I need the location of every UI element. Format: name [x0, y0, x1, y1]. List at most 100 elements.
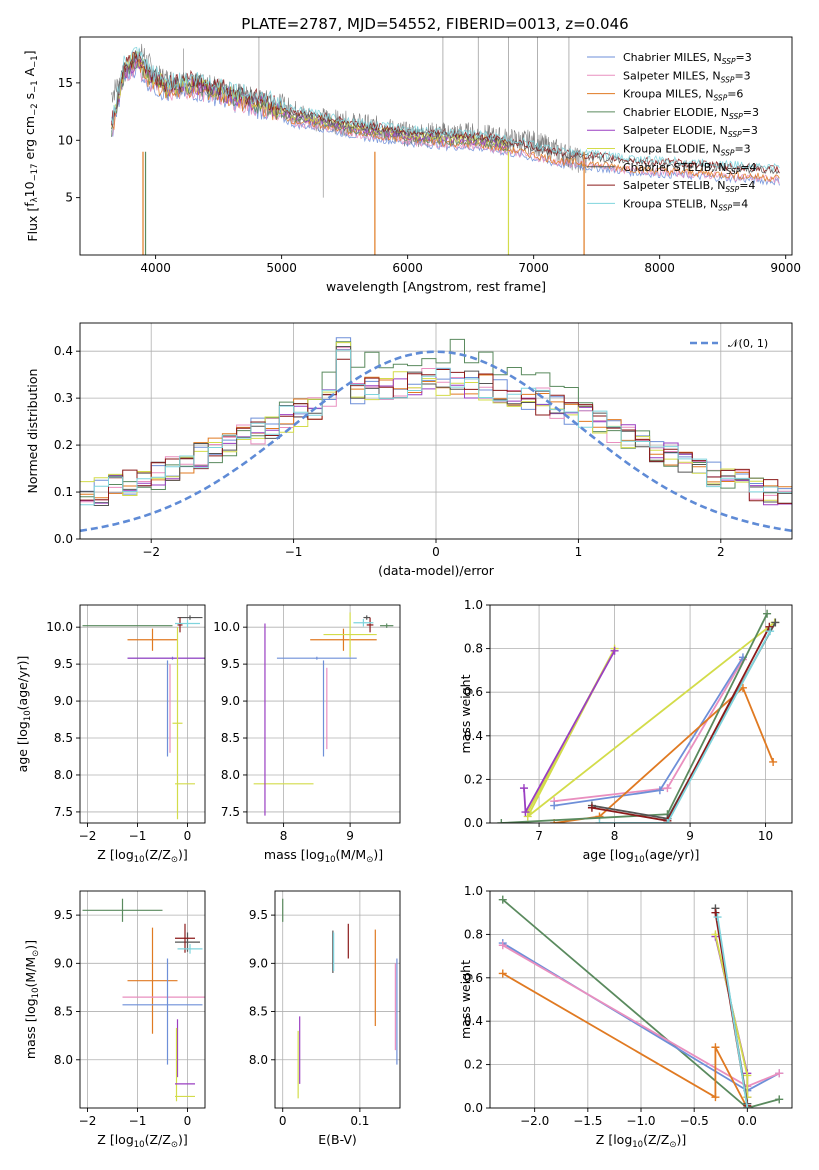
plus-marker [763, 609, 772, 618]
panel-mass-vs-metallicity: −2 −1 0 8.0 8.5 9.0 9.5 Z [log10(Z/Z⊙)] mass [lo… [23, 890, 206, 1150]
y-tick-label: 8.0 [249, 1053, 268, 1067]
x-axis-label: Z [log10(Z/Z⊙)] [97, 847, 187, 865]
weight-line [502, 899, 780, 1108]
x-axis-label: mass [log10(M/M⊙)] [264, 847, 383, 865]
plus-marker [550, 801, 559, 810]
plus-marker [711, 1043, 720, 1052]
figure-title: PLATE=2787, MJD=54552, FIBERID=0013, z=0… [241, 15, 628, 33]
weight-series [713, 913, 752, 1108]
y-tick-label: 0.0 [464, 816, 483, 830]
weight-line [554, 686, 774, 823]
x-axis-label: (data-model)/error [378, 563, 495, 578]
y-tick-label: 0.1 [54, 485, 73, 499]
errorbar-point [380, 623, 394, 628]
axes-frame [79, 36, 793, 256]
panel-mass-weight-vs-metallicity: −2.0 −1.5 −1.0 −0.5 0.0 0.0 0.2 0.4 0.6 0.8 1.0 Z [… [458, 884, 793, 1150]
plus-marker [743, 1104, 752, 1108]
x-tick-label: 10 [758, 829, 773, 843]
y-tick-label: 0.2 [464, 1058, 483, 1072]
legend-entry: Kroupa MILES, NSSP=6 [623, 88, 743, 103]
plot-area [82, 898, 205, 1102]
errorbar-point [366, 617, 374, 633]
axes-frame [489, 890, 793, 1109]
errorbar-point [177, 944, 203, 954]
x-tick-label: 2 [717, 545, 725, 559]
y-tick-label: 8.0 [221, 768, 240, 782]
y-tick-label: 8.0 [54, 768, 73, 782]
plus-marker [523, 812, 532, 821]
y-tick-label: 0.4 [54, 344, 73, 358]
x-tick-label: −1.0 [626, 1114, 655, 1128]
model-spectrum-line [111, 46, 780, 172]
y-tick-label: 0.2 [54, 438, 73, 452]
x-axis-label: Z [log10(Z/Z⊙)] [97, 1132, 187, 1150]
axes-frame [274, 890, 401, 1109]
y-tick-label: 15 [58, 76, 73, 90]
plus-marker [655, 786, 664, 795]
errorbar-point [172, 627, 183, 820]
plot-area [82, 615, 205, 820]
x-tick-label: 4000 [140, 261, 171, 275]
plus-marker [587, 803, 596, 812]
y-tick-label: 8.5 [54, 1005, 73, 1019]
x-axis-label: E(B-V) [318, 1132, 357, 1147]
y-tick-label: 9.0 [54, 956, 73, 970]
x-tick-label: −0.5 [680, 1114, 709, 1128]
x-tick-label: −2.0 [520, 1114, 549, 1128]
errorbar-point [310, 628, 377, 651]
legend-entry: Chabrier ELODIE, NSSP=3 [623, 106, 759, 121]
panel-mass-weight-vs-age: 7 8 9 10 0.0 0.2 0.4 0.6 0.8 1.0 age [log10(age/yr… [458, 598, 793, 865]
plus-marker [498, 895, 507, 904]
y-tick-label: 9.5 [221, 657, 240, 671]
weight-series [498, 969, 752, 1108]
errorbar-point [363, 615, 371, 620]
plus-marker [498, 941, 507, 950]
x-tick-label: −1 [129, 1114, 147, 1128]
y-axis-label: age [log10(age/yr)] [15, 656, 33, 773]
plus-marker [743, 1071, 752, 1080]
x-tick-label: −1 [285, 545, 303, 559]
y-tick-label: 9.5 [54, 908, 73, 922]
x-tick-label: 7 [535, 829, 543, 843]
errorbar-point [127, 628, 178, 651]
plus-marker [775, 1069, 784, 1078]
errorbar-point [177, 617, 183, 633]
y-tick-label: 10 [58, 133, 73, 147]
y-tick-label: 9.5 [54, 657, 73, 671]
x-tick-label: 0.1 [350, 1114, 369, 1128]
y-tick-label: 0.8 [464, 927, 483, 941]
x-tick-label: 7000 [518, 261, 549, 275]
y-axis-label: mass weight [458, 960, 473, 1039]
plus-marker [713, 913, 722, 922]
legend-entry: Kroupa STELIB, NSSP=4 [623, 197, 748, 212]
plus-marker [771, 618, 780, 627]
plus-marker [663, 784, 672, 793]
panel-mass-vs-ebv: 0 0.1 8.0 8.5 9.0 9.5 E(B-V) [249, 890, 401, 1147]
x-tick-label: 9 [686, 829, 694, 843]
plus-marker [765, 622, 774, 631]
x-tick-label: 9000 [770, 261, 801, 275]
x-tick-label: 8 [280, 829, 288, 843]
y-tick-label: 0.6 [464, 971, 483, 985]
model-spectrum-line [111, 59, 780, 182]
legend-entry: Salpeter ELODIE, NSSP=3 [623, 124, 758, 139]
plus-marker [711, 1093, 720, 1102]
y-tick-label: 8.0 [54, 1053, 73, 1067]
errorbar-point [82, 898, 163, 922]
x-tick-label: −2 [79, 1114, 97, 1128]
legend-entry: Salpeter MILES, NSSP=3 [623, 69, 751, 84]
y-tick-label: 0.0 [464, 1101, 483, 1115]
weight-series [519, 646, 619, 817]
x-tick-label: −2 [142, 545, 160, 559]
plus-marker [521, 808, 530, 817]
x-axis-label: age [log10(age/yr)] [583, 847, 700, 865]
normal-curve [80, 350, 792, 533]
weight-line [599, 630, 771, 823]
legend-entry-normal: 𝒩(0, 1) [728, 337, 768, 350]
y-tick-label: 8.5 [54, 731, 73, 745]
x-tick-label: 8000 [644, 261, 675, 275]
y-tick-label: 10.0 [213, 620, 240, 634]
weight-series [550, 653, 747, 810]
x-tick-label: 5000 [266, 261, 297, 275]
plot-area [498, 895, 784, 1108]
